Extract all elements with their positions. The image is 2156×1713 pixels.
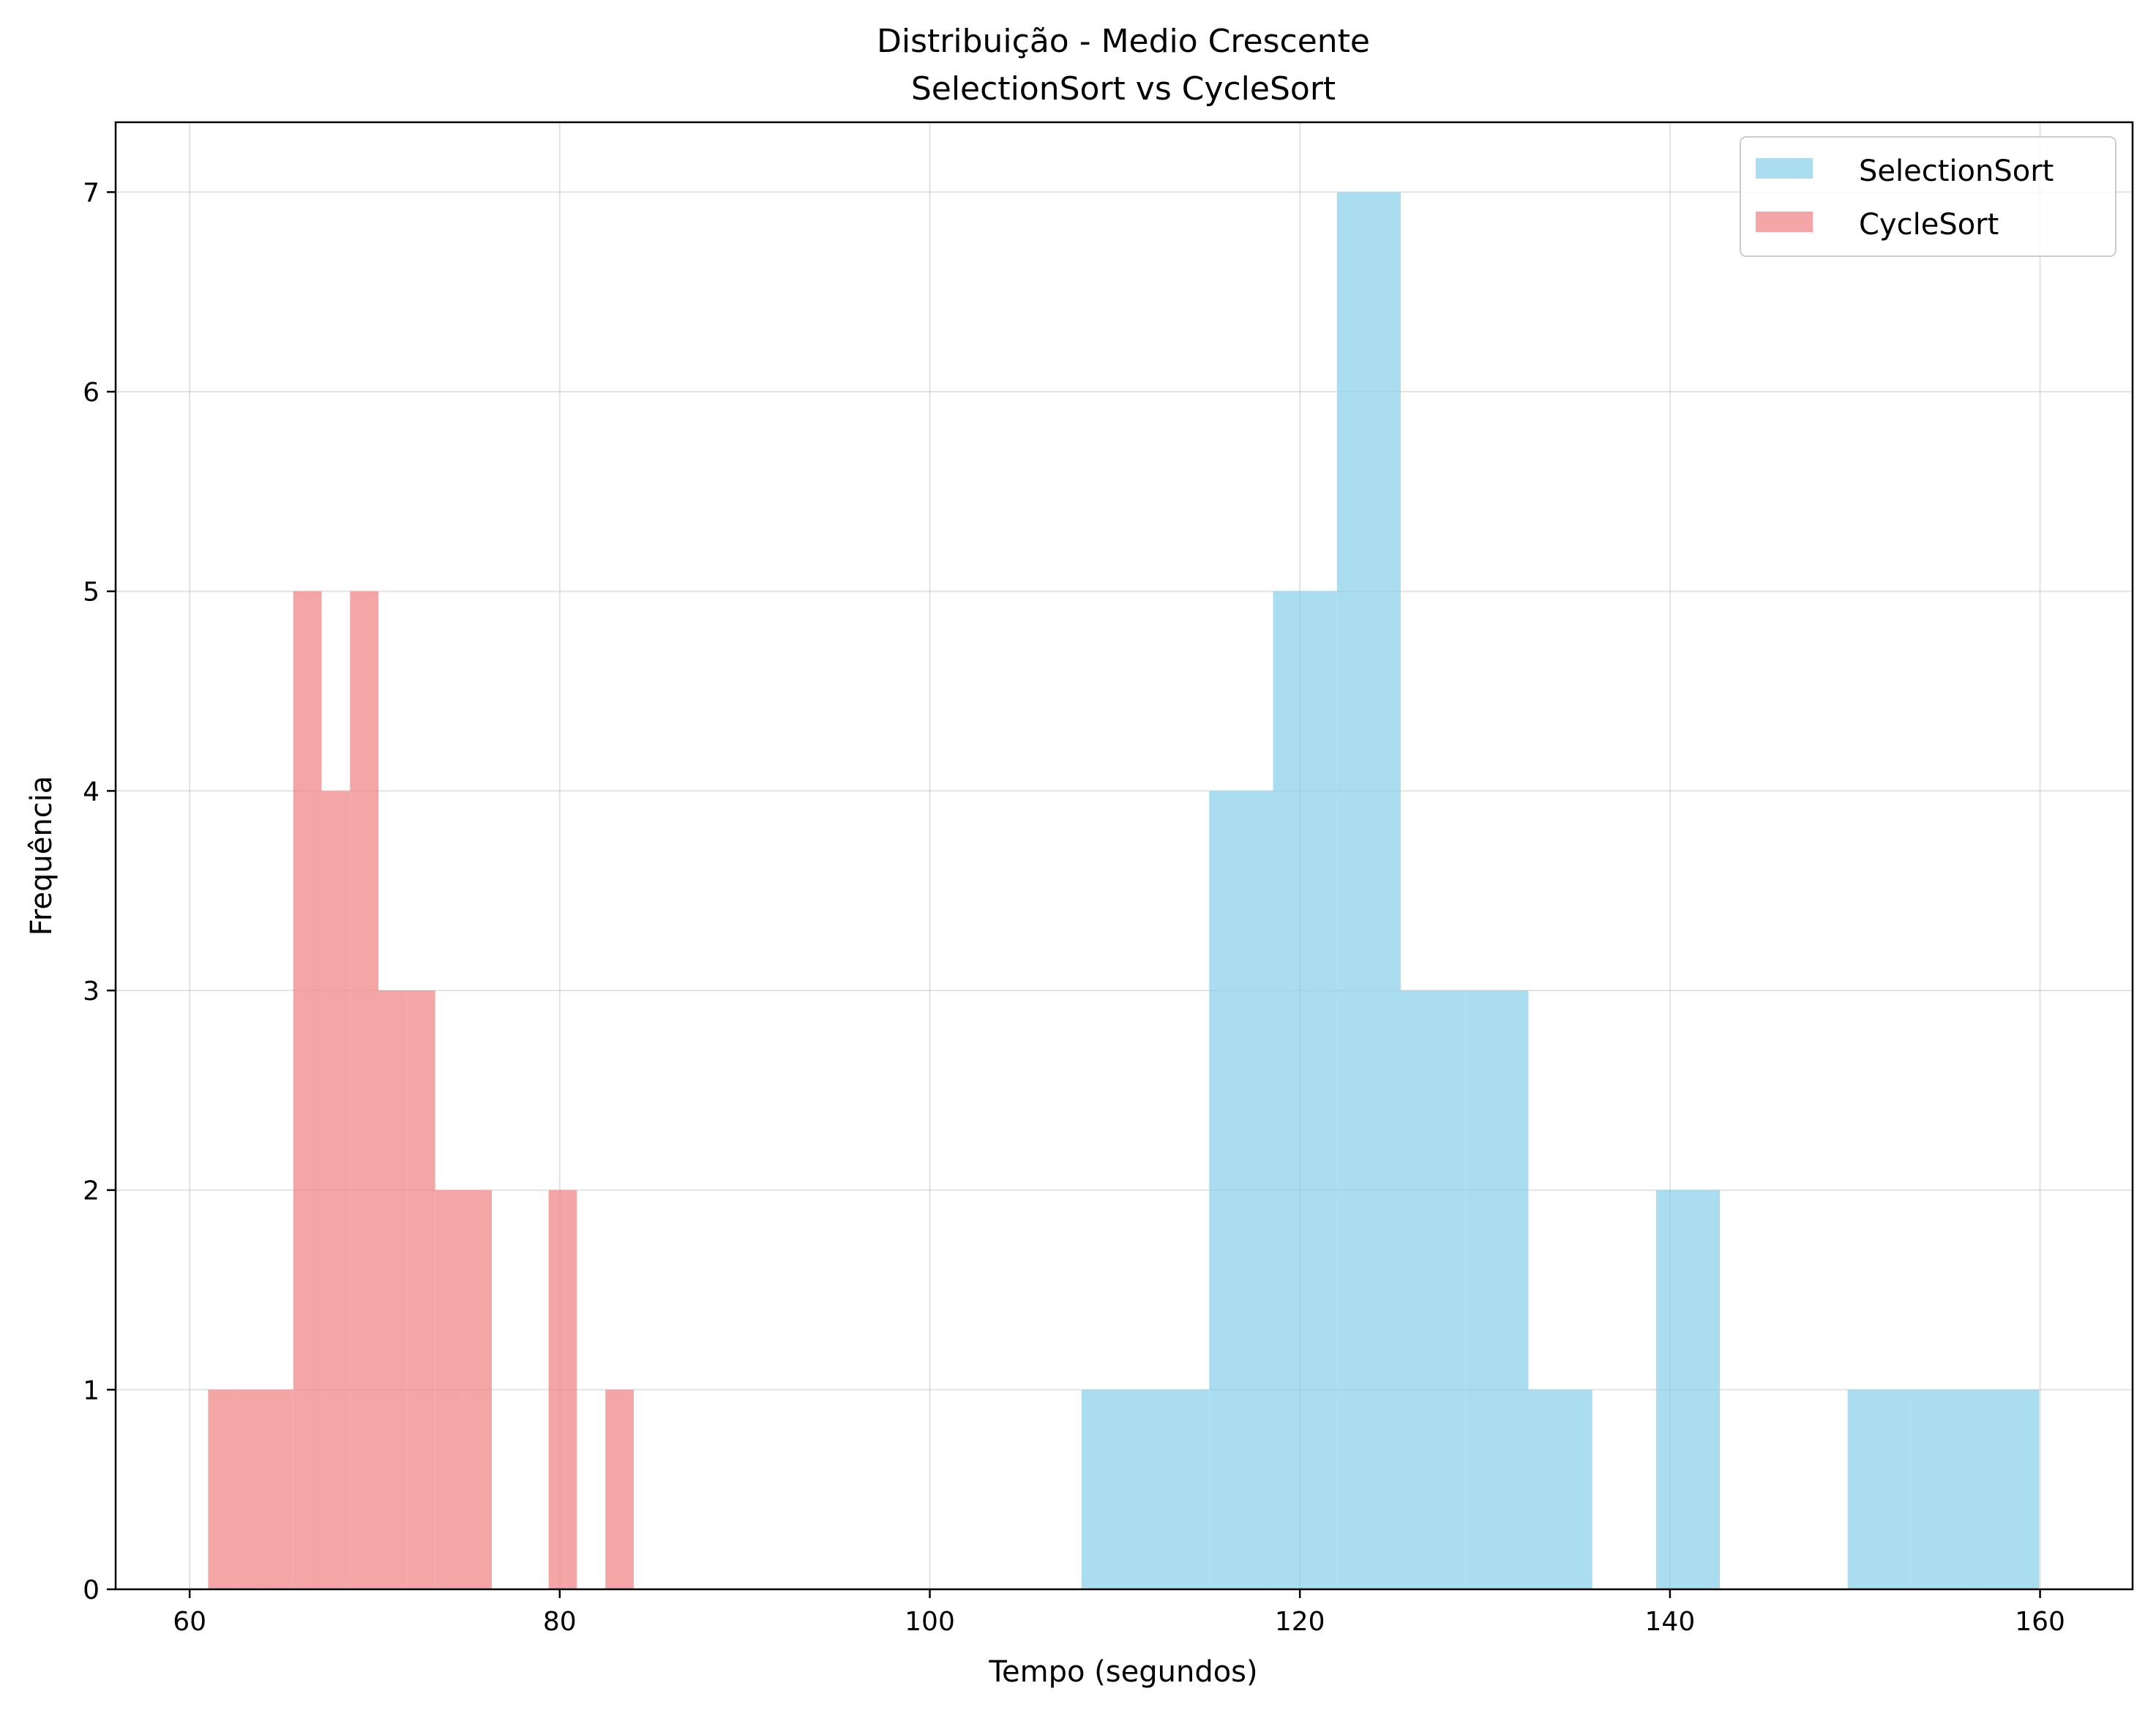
y-tick-label: 5 (83, 578, 100, 608)
bar-cyclesort (463, 1190, 493, 1589)
bar-selectionsort (1911, 1389, 1976, 1589)
x-tick-label: 100 (905, 1607, 955, 1637)
legend-label-cyclesort: CycleSort (1859, 208, 1999, 242)
bars-layer (208, 192, 2040, 1590)
bar-cyclesort (265, 1389, 293, 1589)
y-tick-label: 1 (83, 1376, 100, 1406)
bar-cyclesort (548, 1190, 577, 1589)
legend-label-selectionsort: SelectionSort (1859, 154, 2054, 188)
legend-frame (1740, 136, 2116, 257)
x-tick-label: 120 (1275, 1607, 1325, 1637)
bar-cyclesort (321, 791, 351, 1589)
bar-selectionsort (1209, 791, 1273, 1589)
y-tick-label: 2 (83, 1176, 100, 1206)
x-axis-label: Tempo (segundos) (988, 1655, 1257, 1689)
chart-title: Distribuição - Medio Crescente (877, 23, 1370, 60)
x-tick-label: 60 (173, 1607, 206, 1637)
bar-cyclesort (236, 1389, 266, 1589)
legend-swatch-cyclesort (1756, 212, 1813, 232)
plot-area-frame (114, 121, 2134, 1591)
y-axis-ticks: 0 1 2 3 4 5 6 7 (83, 178, 116, 1605)
bar-selectionsort (1655, 1190, 1721, 1589)
bar-selectionsort (1847, 1389, 1912, 1589)
y-axis-label: Frequência (25, 776, 59, 936)
y-tick-label: 7 (83, 178, 100, 208)
bar-selectionsort (1273, 591, 1337, 1590)
bar-selectionsort (1528, 1389, 1592, 1589)
bar-cyclesort (406, 990, 435, 1589)
bar-selectionsort (1081, 1389, 1146, 1589)
chart-subtitle: SelectionSort vs CycleSort (911, 70, 1336, 108)
bar-cyclesort (350, 591, 379, 1590)
bar-selectionsort (1336, 192, 1401, 1589)
y-tick-label: 6 (83, 378, 100, 408)
x-tick-label: 160 (2015, 1607, 2065, 1637)
y-tick-label: 4 (83, 777, 100, 807)
bar-cyclesort (293, 591, 322, 1590)
bar-selectionsort (1975, 1389, 2040, 1589)
bar-selectionsort (1145, 1389, 1210, 1589)
x-tick-label: 140 (1645, 1607, 1696, 1637)
x-axis-ticks: 60 80 100 120 140 160 (173, 1589, 2065, 1637)
legend-swatch-selectionsort (1756, 158, 1813, 179)
bar-selectionsort (1464, 990, 1529, 1589)
bar-cyclesort (435, 1190, 464, 1589)
legend: SelectionSort CycleSort (1740, 136, 2116, 257)
y-tick-label: 0 (83, 1575, 100, 1605)
bar-cyclesort (208, 1389, 237, 1589)
x-tick-label: 80 (543, 1607, 577, 1637)
y-tick-label: 3 (83, 977, 100, 1007)
bar-cyclesort (605, 1389, 634, 1589)
bar-cyclesort (378, 990, 407, 1589)
bar-selectionsort (1401, 990, 1465, 1589)
